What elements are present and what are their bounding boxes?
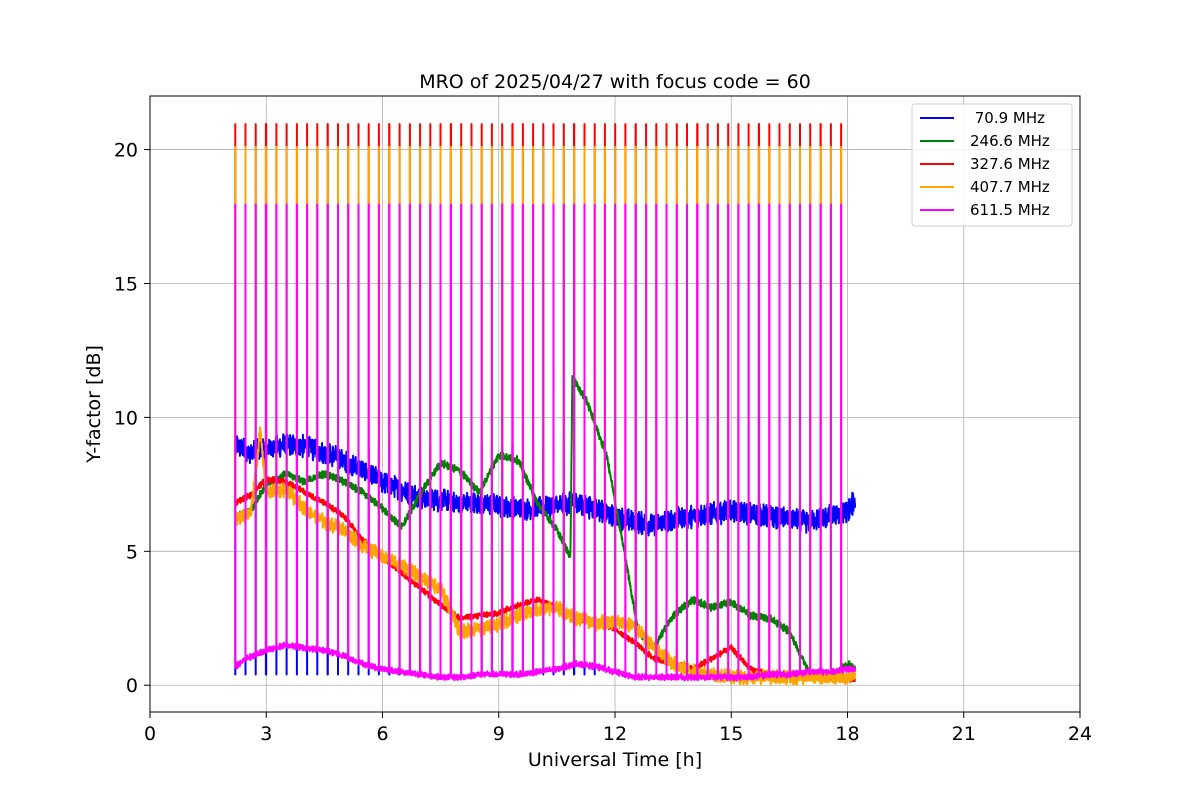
legend-entry: 327.6 MHz [970, 155, 1050, 173]
x-tick-label: 24 [1068, 723, 1092, 745]
y-tick-label: 20 [114, 140, 138, 162]
legend-box [911, 103, 1073, 227]
x-tick-label: 12 [603, 723, 627, 745]
chart-title: MRO of 2025/04/27 with focus code = 60 [419, 71, 811, 93]
x-axis-label: Universal Time [h] [528, 749, 702, 771]
series-line [234, 203, 857, 682]
x-tick-label: 9 [493, 723, 505, 745]
x-tick-label: 18 [835, 723, 859, 745]
y-axis-ticks: 0 5 10 15 20 [114, 140, 150, 697]
x-tick-label: 3 [260, 723, 272, 745]
series-0 [234, 433, 857, 676]
y-tick-label: 0 [126, 675, 138, 697]
x-tick-label: 6 [376, 723, 388, 745]
legend: 70.9 MHz 246.6 MHz 327.6 MHz 407.7 MHz 611.5… [911, 103, 1073, 227]
series-4 [234, 203, 857, 682]
x-tick-label: 21 [952, 723, 976, 745]
x-tick-label: 15 [719, 723, 743, 745]
x-tick-label: 0 [144, 723, 156, 745]
y-tick-label: 15 [114, 273, 138, 295]
legend-entry: 70.9 MHz [970, 109, 1045, 127]
x-axis-ticks: 0 3 6 9 12 15 18 21 24 [144, 712, 1092, 745]
y-tick-label: 10 [114, 407, 138, 429]
y-tick-label: 5 [126, 541, 138, 563]
legend-entry: 407.7 MHz [970, 178, 1050, 196]
series-line [234, 433, 857, 676]
legend-entry: 611.5 MHz [970, 201, 1050, 219]
legend-entry: 246.6 MHz [970, 132, 1050, 150]
y-axis-label: Y-factor [dB] [83, 345, 105, 464]
plot-area [234, 123, 857, 686]
